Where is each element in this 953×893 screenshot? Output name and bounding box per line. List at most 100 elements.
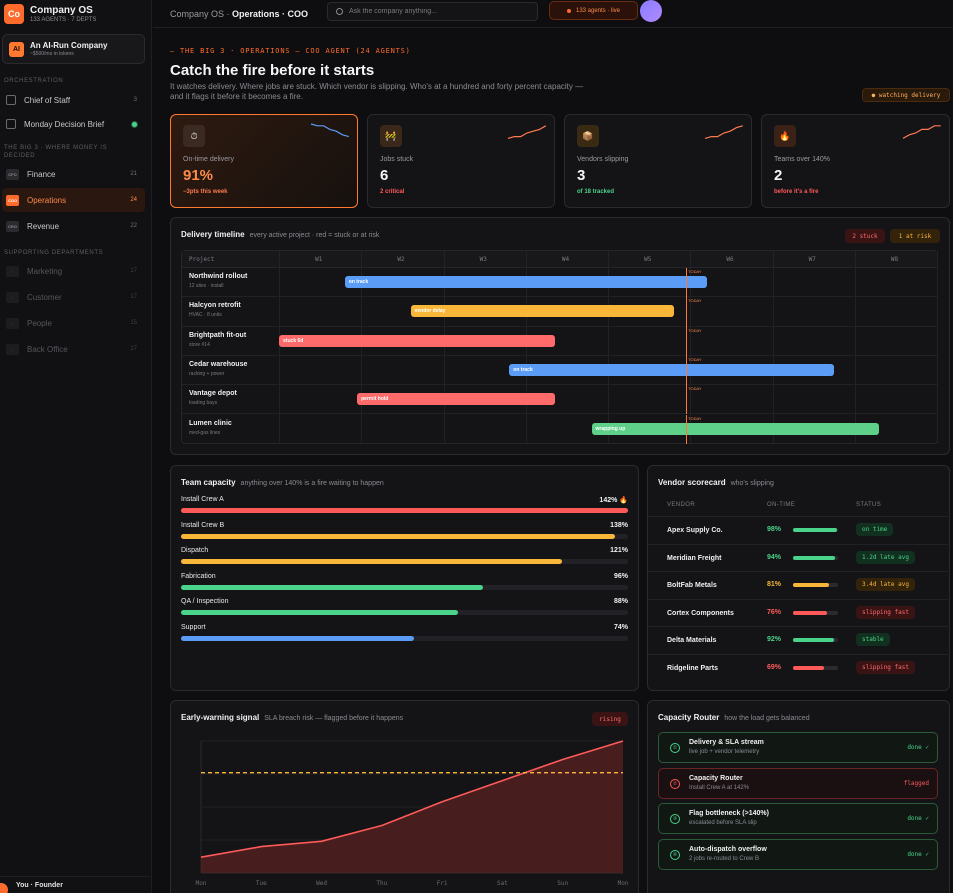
app-meta: 133 AGENTS · 7 DEPTS [30,17,97,23]
on-time-track [793,665,838,670]
panel-title: Early-warning signal SLA breach risk — fl… [181,713,404,722]
risk-area [201,741,623,873]
kpi-card-on-time[interactable]: ⏱ On-time delivery 91% −3pts this week [170,114,358,208]
project-bar[interactable]: on track [344,276,707,288]
at-risk-count-badge[interactable]: 1 at risk [890,229,940,243]
panel-subtitle: anything over 140% is a fire waiting to … [240,480,384,487]
timeline-row[interactable]: Lumen clinic med-gas lines wrapping up TODA… [182,414,937,444]
sidebar-item-chief-of-staff[interactable]: Chief of Staff 3 [0,88,151,112]
team-utilization-flame-icon: 142% 🔥 [599,497,628,504]
kpi-card-teams-over[interactable]: 🔥 Teams over 140% 2 before it's a fire [761,114,950,208]
capacity-row[interactable]: Install Crew B 138% [181,522,628,542]
project-bar[interactable]: stuck 6d [279,334,555,347]
timeline-row[interactable]: Vantage depot loading bays permit hold TODA… [182,385,937,415]
panel-title: Capacity Router how the load gets balance… [658,713,810,722]
timeline-row[interactable]: Cedar warehouse racking + power on track TO… [182,355,937,386]
x-tick-label: Mon [196,880,207,887]
step-detail: live job + vendor telemetry [689,749,760,755]
router-step[interactable]: ② Capacity Router Install Crew A at 142% fl… [658,767,938,799]
capacity-row[interactable]: QA / Inspection 88% [181,598,628,618]
router-step[interactable]: ③ Flag bottleneck (>140%) escalated before… [658,803,938,834]
capacity-fill [181,533,616,539]
sidebar-item-monday-brief[interactable]: Monday Decision Brief [0,112,151,136]
vendor-row[interactable]: Cortex Components 76% slipping fast [648,598,948,626]
vendor-on-time: 94% [767,553,782,561]
team-utilization: 138% [610,521,628,529]
vendor-on-time: 92% [767,636,782,643]
timeline-row[interactable]: Northwind rollout 12 sites · install on tr… [182,268,937,298]
capacity-row[interactable]: Dispatch 121% [181,547,628,567]
vendor-row[interactable]: BoltFab Metals 81% 3.4d late avg [648,571,948,598]
kpi-label: Vendors slipping [577,156,629,163]
sidebar-item-revenue[interactable]: CRO Revenue 22 [0,214,151,238]
avatar[interactable] [640,0,662,22]
panel-title: Vendor scorecard who's slipping [658,478,774,487]
step-number-icon: ② [670,778,680,789]
team-name: Fabrication [181,572,216,580]
capacity-fill [181,559,562,564]
capacity-row[interactable]: Support 74% [181,624,628,644]
project-bar[interactable]: vendor delay [410,305,674,318]
project-detail: HVAC · 8 units [189,312,222,319]
timeline-grid: Project W1 W2 W3 W4 W5 W6 W7 W8 Northwind rollo… [181,250,938,444]
kpi-value: 2 [774,167,783,184]
vendor-name: Cortex Components [667,609,734,617]
week-header: W4 [561,256,570,263]
sidebar-item-people[interactable]: • People 15 [0,310,151,336]
panel-subtitle: SLA breach risk — flagged before it happ… [264,715,404,722]
on-time-fill [793,665,825,670]
stuck-count-badge[interactable]: 2 stuck [845,229,885,243]
timeline-row[interactable]: Brightpath fit-out store #14 stuck 6d TODAY [182,326,937,356]
sidebar-item-operations[interactable]: COO Operations 24 [2,188,145,212]
kpi-card-jobs-stuck[interactable]: 🚧 Jobs stuck 6 2 critical [367,114,555,208]
vendor-row[interactable]: Ridgeline Parts 69% slipping fast [648,653,948,681]
search-box[interactable] [327,2,538,21]
on-time-fill [793,638,835,642]
router-step[interactable]: ① Delivery & SLA stream live job + vendor … [658,732,938,763]
breadcrumb: Company OS · Operations · COO [170,9,308,19]
vendor-on-time: 98% [767,526,782,533]
brand[interactable]: Co Company OS 133 AGENTS · 7 DEPTS [0,0,151,28]
vendor-row[interactable]: Apex Supply Co. 98% on time [648,516,948,543]
org-name: An AI-Run Company [30,41,108,50]
router-step[interactable]: ④ Auto-dispatch overflow 2 jobs re-routed … [658,838,938,870]
breadcrumb-root[interactable]: Company OS · [170,8,233,19]
search-input[interactable] [349,8,529,15]
section-label-big3: THE BIG 3 · WHERE MONEY IS DECIDED [4,145,108,159]
step-status: done ✓ [907,815,929,822]
page-eyebrow: — THE BIG 3 · OPERATIONS — COO AGENT (24… [170,47,411,55]
agents-live-pill[interactable]: 133 agents · live [549,1,638,20]
week-header: W3 [479,256,487,263]
capacity-fill [181,584,484,590]
week-header: W2 [397,256,405,263]
project-bar[interactable]: permit hold [357,393,555,406]
sidebar-item-back-office[interactable]: • Back Office 17 [0,336,151,362]
vendor-row[interactable]: Meridian Freight 94% 1.2d late avg [648,543,948,571]
project-bar[interactable]: on track [509,363,835,376]
kpi-card-vendors-slipping[interactable]: 📦 Vendors slipping 3 of 18 tracked [564,114,752,208]
team-utilization: 96% [613,572,628,580]
column-header-on-time: ON-TIME [767,502,796,508]
today-label: TODAY [688,356,702,362]
project-detail: racking + power [189,370,225,377]
sidebar-item-customer[interactable]: • Customer 17 [0,284,151,310]
vendor-row[interactable]: Delta Materials 92% stable [648,626,948,653]
org-switcher[interactable]: AI An AI-Run Company ~$500/mo in tokens [2,34,145,64]
sidebar-item-finance[interactable]: CFO Finance 21 [0,162,151,186]
sidebar-item-label: Finance [27,169,56,179]
cfo-tag: CFO [6,168,19,180]
user-menu[interactable]: You · Founder [0,876,152,893]
timeline-row[interactable]: Halcyon retrofit HVAC · 8 units vendor del… [182,297,937,327]
sparkline-path [704,125,743,139]
panel-title: Delivery timeline every active project · … [181,230,380,239]
capacity-row[interactable]: Install Crew A 142% 🔥 [181,496,628,516]
today-label: TODAY [688,269,702,274]
on-time-fill [793,555,836,560]
team-name: Dispatch [181,547,209,554]
week-header: W1 [315,256,323,263]
grid-line [361,251,363,443]
today-label: TODAY [688,327,702,333]
sidebar-item-marketing[interactable]: • Marketing 17 [0,258,151,284]
project-bar[interactable]: wrapping up [591,422,880,435]
capacity-row[interactable]: Fabrication 96% [181,573,628,593]
